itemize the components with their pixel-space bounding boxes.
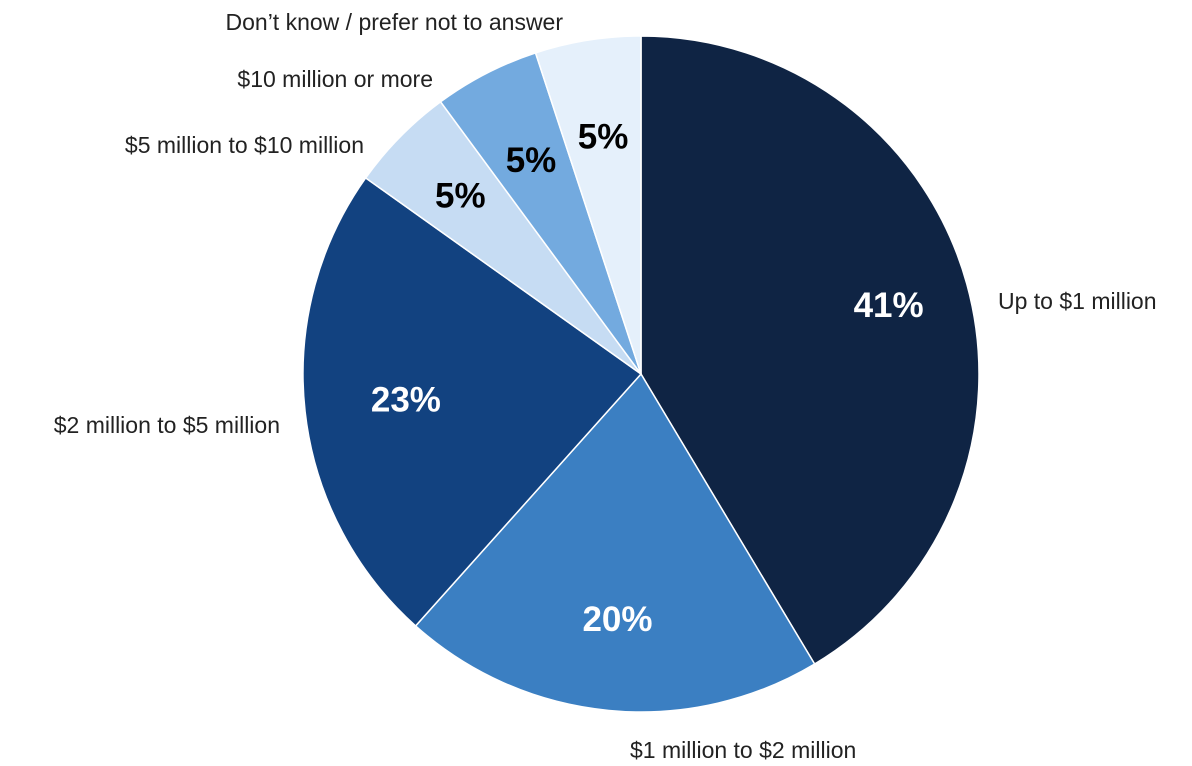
pie-slice-2 [414,372,816,713]
value-label-5: 5% [506,141,557,180]
category-label-6: Don’t know / prefer not to answer [226,9,564,35]
value-label-6: 5% [578,118,629,157]
category-label-3: $2 million to $5 million [54,412,280,438]
category-labels: Up to $1 million $1 million to $2 million… [54,9,1157,763]
value-label-1: 41% [854,286,924,325]
category-label-1: Up to $1 million [998,288,1157,314]
category-label-4: $5 million to $10 million [125,132,364,158]
pie-slice-3 [302,176,643,627]
category-label-5: $10 million or more [237,66,433,92]
value-label-2: 20% [582,600,652,639]
category-label-2: $1 million to $2 million [630,737,856,763]
pie-slices [302,35,980,713]
value-label-3: 23% [371,381,441,420]
value-labels: 41% 20% 23% 5% 5% 5% [371,118,924,640]
pie-slice-6 [534,35,642,375]
value-label-4: 5% [435,177,486,216]
pie-slice-1 [640,35,980,666]
